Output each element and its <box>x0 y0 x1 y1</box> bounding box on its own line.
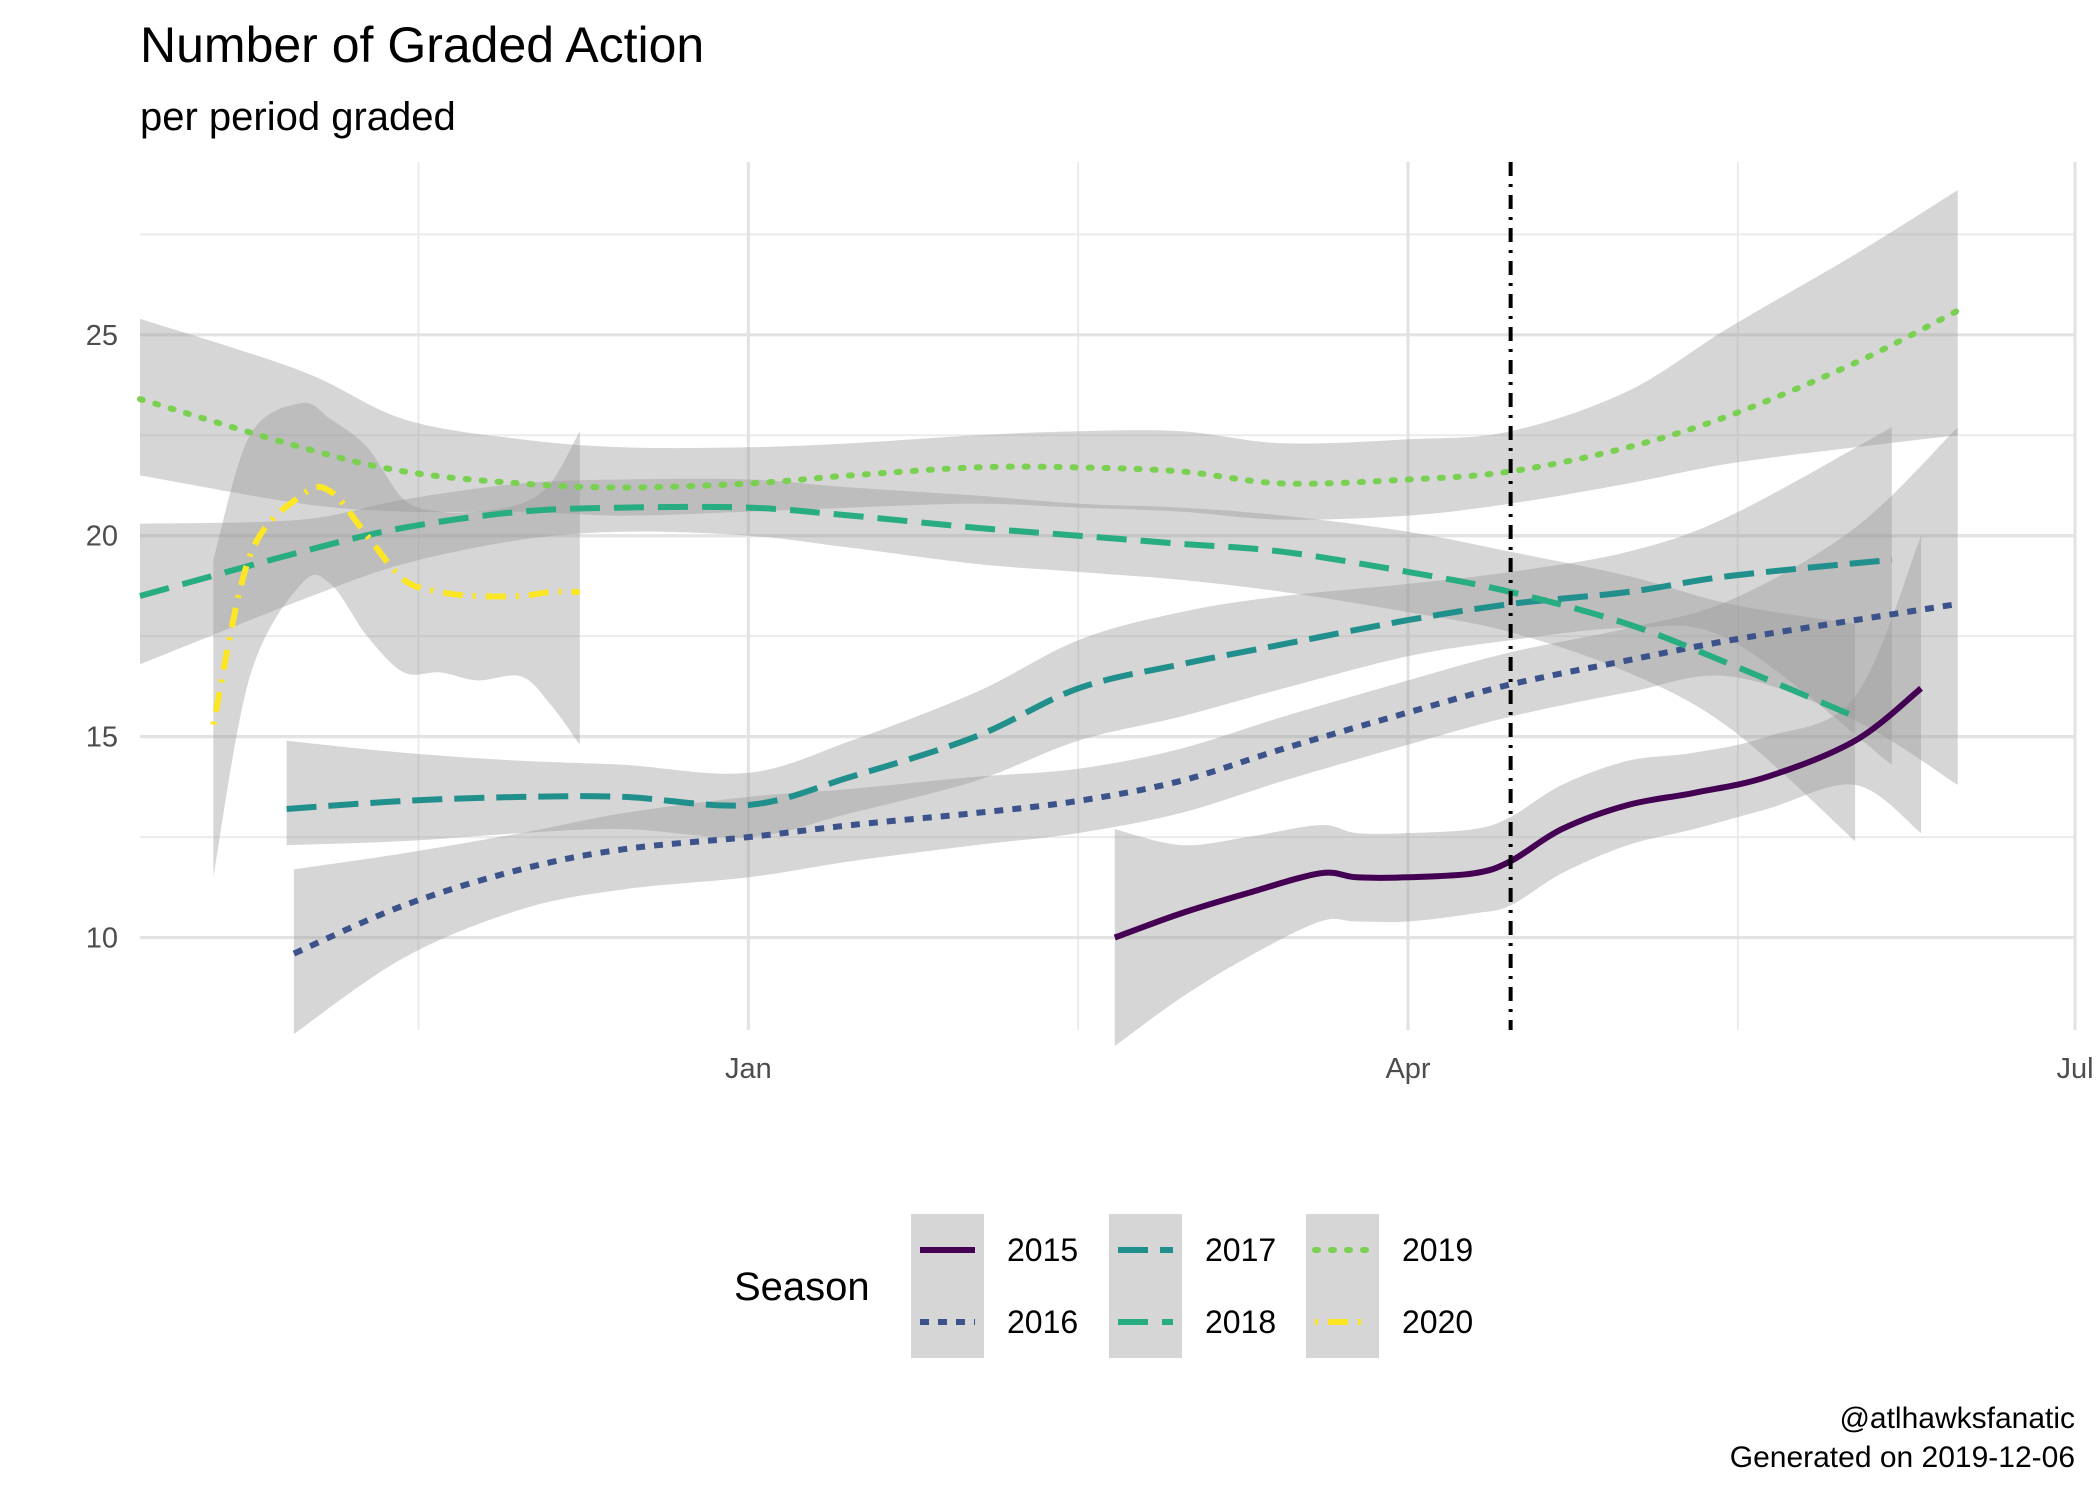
legend-title: Season <box>734 1265 870 1309</box>
ribbon-2015 <box>1114 535 1922 1047</box>
series-line-2017 <box>286 556 1893 812</box>
y-axis: 10 15 20 25 <box>86 320 118 955</box>
ribbon-2018 <box>140 478 1856 842</box>
legend-label-2019: 2019 <box>1402 1232 1473 1268</box>
chart-title: Number of Graded Action <box>140 17 704 73</box>
y-tick-label: 15 <box>86 722 118 754</box>
y-tick-label: 20 <box>86 521 118 553</box>
y-tick-label: 10 <box>86 923 118 955</box>
legend-label-2017: 2017 <box>1205 1232 1276 1268</box>
caption-generated: Generated on 2019-12-06 <box>1730 1441 2075 1474</box>
x-tick-label: Jan <box>725 1053 772 1085</box>
ribbon-2019 <box>140 190 1958 520</box>
series-line-2018 <box>139 503 1857 720</box>
x-tick-label: Apr <box>1385 1053 1430 1085</box>
series-lines <box>137 307 1961 957</box>
confidence-ribbons <box>140 190 1958 1047</box>
legend-label-2020: 2020 <box>1402 1304 1473 1340</box>
series-line-2019 <box>137 307 1961 491</box>
chart-subtitle: per period graded <box>140 95 456 139</box>
legend: 2015 2016 2017 2018 2019 2020 <box>911 1214 1473 1358</box>
x-tick-label: Jul <box>2056 1053 2093 1085</box>
grid-major <box>140 162 2077 1030</box>
legend-label-2016: 2016 <box>1007 1304 1078 1340</box>
legend-label-2015: 2015 <box>1007 1232 1078 1268</box>
series-line-2016 <box>292 601 1959 957</box>
ribbon-2020 <box>213 402 580 878</box>
ribbon-2017 <box>286 427 1892 846</box>
y-tick-label: 25 <box>86 320 118 352</box>
grid-minor <box>140 162 2075 1030</box>
x-axis: Jan Apr Jul <box>725 1053 2094 1085</box>
caption-handle: @atlhawksfanatic <box>1839 1402 2075 1435</box>
series-line-2015 <box>1113 686 1923 941</box>
legend-label-2018: 2018 <box>1205 1304 1276 1340</box>
